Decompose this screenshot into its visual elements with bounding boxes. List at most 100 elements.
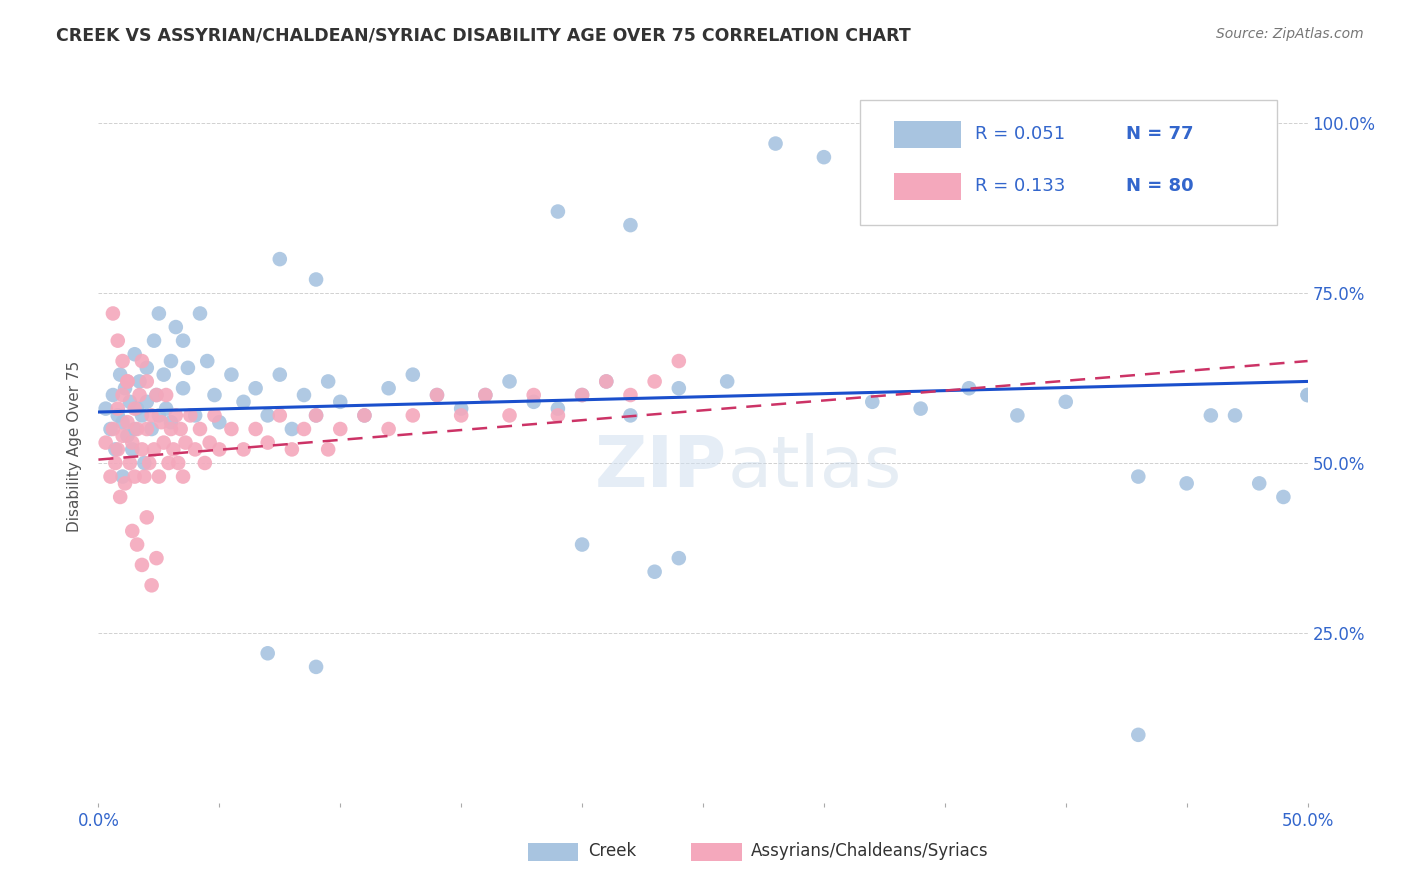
Point — [188, 306, 211, 320]
Point — [1272, 490, 1295, 504]
Point — [160, 422, 183, 436]
Point — [111, 415, 134, 429]
Point — [353, 409, 375, 423]
Point — [198, 435, 221, 450]
Point — [100, 422, 122, 436]
Point — [101, 388, 124, 402]
Point — [256, 409, 278, 423]
Point — [138, 456, 160, 470]
Point — [184, 442, 207, 457]
Point — [232, 394, 254, 409]
Point — [111, 429, 134, 443]
Point — [644, 375, 666, 389]
Point — [269, 409, 291, 423]
Point — [111, 469, 134, 483]
Point — [547, 401, 569, 416]
Point — [141, 409, 163, 423]
Point — [134, 456, 156, 470]
Point — [162, 442, 184, 457]
Point — [111, 354, 134, 368]
Point — [94, 401, 117, 416]
Point — [765, 136, 787, 151]
Point — [135, 375, 157, 389]
Point — [204, 388, 226, 402]
Point — [547, 409, 569, 423]
Point — [547, 204, 569, 219]
Point — [1007, 409, 1029, 423]
Point — [135, 394, 157, 409]
Point — [160, 415, 183, 429]
FancyBboxPatch shape — [527, 843, 578, 862]
Point — [172, 381, 194, 395]
Point — [281, 442, 304, 457]
Point — [256, 435, 278, 450]
Point — [143, 334, 166, 348]
Point — [121, 524, 143, 538]
Point — [256, 646, 278, 660]
Point — [619, 409, 641, 423]
Point — [316, 375, 339, 389]
Point — [716, 375, 738, 389]
Point — [668, 551, 690, 566]
Text: R = 0.051: R = 0.051 — [976, 125, 1066, 143]
Point — [305, 272, 328, 286]
Point — [169, 422, 191, 436]
Point — [195, 354, 218, 368]
Point — [1175, 476, 1198, 491]
Point — [124, 401, 146, 416]
Point — [145, 388, 167, 402]
Point — [135, 360, 157, 375]
Point — [117, 415, 139, 429]
Text: R = 0.133: R = 0.133 — [976, 177, 1066, 194]
Point — [1296, 388, 1319, 402]
Point — [94, 435, 117, 450]
Point — [117, 375, 139, 389]
Point — [232, 442, 254, 457]
Point — [329, 422, 352, 436]
Point — [117, 429, 139, 443]
Point — [292, 388, 315, 402]
Point — [118, 456, 141, 470]
Text: Assyrians/Chaldeans/Syriacs: Assyrians/Chaldeans/Syriacs — [751, 842, 988, 860]
Point — [165, 409, 187, 423]
Point — [107, 409, 129, 423]
Point — [141, 422, 163, 436]
Point — [135, 422, 157, 436]
Point — [104, 442, 127, 457]
Point — [148, 306, 170, 320]
Point — [155, 401, 177, 416]
Point — [523, 394, 546, 409]
Point — [108, 368, 131, 382]
Point — [860, 394, 883, 409]
Point — [571, 388, 593, 402]
Point — [523, 388, 546, 402]
Point — [221, 422, 243, 436]
Point — [668, 381, 690, 395]
Point — [221, 368, 243, 382]
Point — [141, 578, 163, 592]
Point — [619, 218, 641, 232]
Point — [157, 456, 180, 470]
Point — [118, 394, 141, 409]
Point — [281, 422, 304, 436]
Point — [377, 381, 399, 395]
Point — [165, 320, 187, 334]
FancyBboxPatch shape — [860, 100, 1278, 225]
Point — [595, 375, 617, 389]
Text: Creek: Creek — [588, 842, 637, 860]
Point — [127, 537, 149, 551]
Point — [474, 388, 496, 402]
FancyBboxPatch shape — [894, 121, 960, 148]
Point — [1128, 469, 1150, 483]
Point — [124, 347, 146, 361]
Point — [269, 252, 291, 266]
Point — [305, 660, 328, 674]
Point — [148, 469, 170, 483]
Point — [595, 375, 617, 389]
FancyBboxPatch shape — [690, 843, 742, 862]
Point — [174, 435, 197, 450]
Point — [101, 422, 124, 436]
Point — [148, 409, 170, 423]
Point — [131, 409, 153, 423]
Point — [107, 334, 129, 348]
